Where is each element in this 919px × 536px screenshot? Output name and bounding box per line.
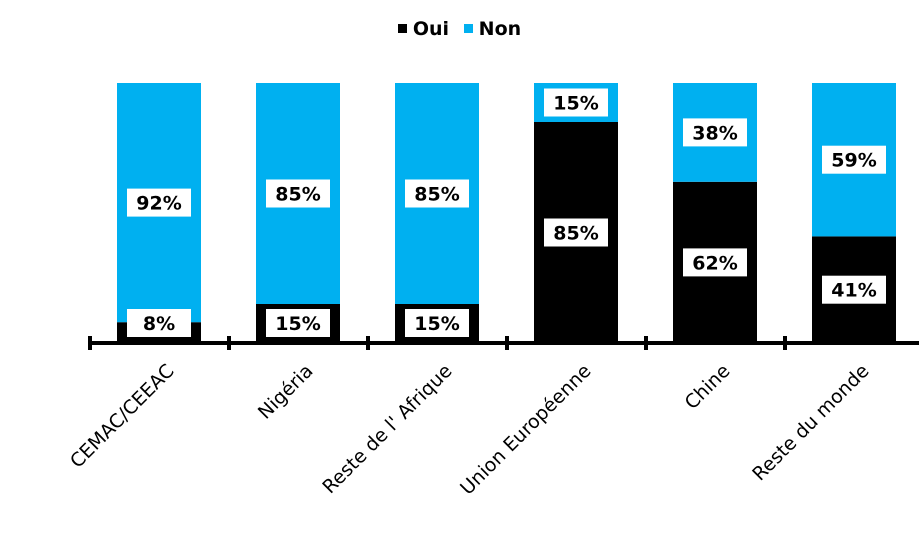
- x-tick-label-1: Nigéria: [254, 360, 318, 424]
- label-bg-oui-2: [405, 309, 469, 337]
- data-label-non-1: 85%: [275, 184, 320, 206]
- x-tick-label-5: Reste du monde: [748, 360, 873, 485]
- x-tick-label-0: CEMAC/CEEAC: [66, 360, 179, 473]
- label-bg-non-4: [683, 118, 747, 147]
- legend-swatch-non: [463, 24, 473, 33]
- label-bg-oui-4: [683, 248, 747, 277]
- data-label-non-4: 38%: [692, 122, 737, 144]
- data-label-oui-5: 41%: [831, 280, 876, 302]
- legend-label-oui: Oui: [412, 18, 450, 40]
- x-tick-label-4: Chine: [681, 360, 735, 414]
- label-bg-oui-3: [544, 218, 608, 247]
- data-label-oui-0: 8%: [143, 313, 175, 335]
- label-bg-non-2: [405, 179, 469, 208]
- label-bg-non-3: [544, 88, 608, 117]
- label-bg-non-1: [266, 179, 330, 208]
- legend: Oui Non: [0, 18, 919, 40]
- legend-item-oui: Oui: [397, 18, 450, 40]
- label-bg-oui-5: [822, 275, 886, 304]
- data-label-oui-3: 85%: [553, 223, 598, 245]
- label-bg-non-0: [127, 188, 191, 217]
- data-label-non-3: 15%: [553, 93, 598, 115]
- data-label-oui-4: 62%: [692, 252, 737, 274]
- legend-label-non: Non: [478, 18, 522, 40]
- label-bg-non-5: [822, 145, 886, 174]
- data-label-non-0: 92%: [136, 193, 181, 215]
- legend-item-non: Non: [463, 18, 522, 40]
- x-tick-label-3: Union Européenne: [456, 360, 595, 499]
- label-bg-oui-0: [127, 309, 191, 337]
- data-label-oui-1: 15%: [275, 313, 320, 335]
- label-bg-oui-1: [266, 309, 330, 337]
- data-label-non-5: 59%: [831, 150, 876, 172]
- legend-swatch-oui: [397, 24, 407, 33]
- data-label-non-2: 85%: [414, 184, 459, 206]
- data-label-oui-2: 15%: [414, 313, 459, 335]
- x-tick-label-2: Reste de l' Afrique: [318, 360, 456, 498]
